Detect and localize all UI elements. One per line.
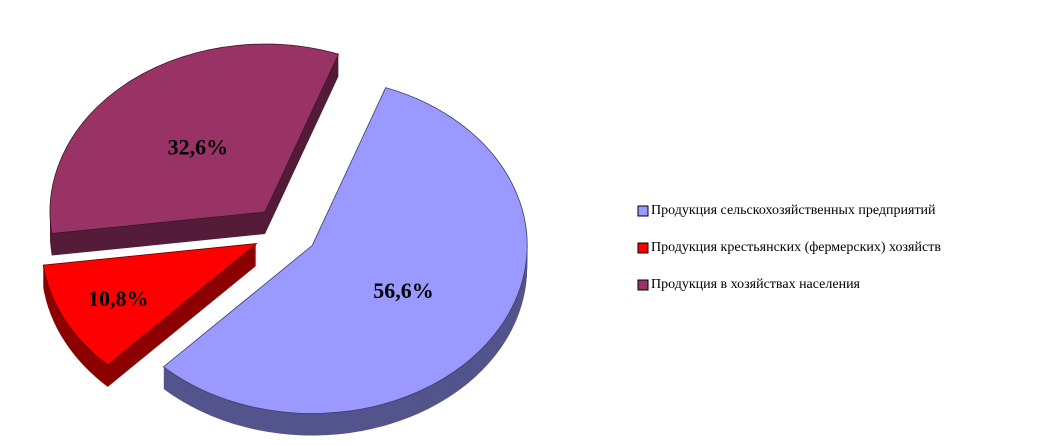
legend-swatch	[637, 205, 649, 217]
legend-swatch	[637, 279, 649, 291]
legend-label: Продукция сельскохозяйственных предприят…	[651, 203, 936, 218]
legend-label: Продукция в хозяйствах населения	[651, 277, 861, 292]
slice	[49, 43, 340, 234]
value-label: 10,8%	[88, 286, 149, 311]
slice	[42, 243, 258, 366]
value-label: 32,6%	[168, 134, 229, 159]
legend-swatch	[637, 242, 649, 254]
legend-label: Продукция крестьянских (фермерских) хозя…	[651, 240, 941, 255]
value-label: 56,6%	[373, 278, 434, 303]
slice	[162, 87, 528, 414]
